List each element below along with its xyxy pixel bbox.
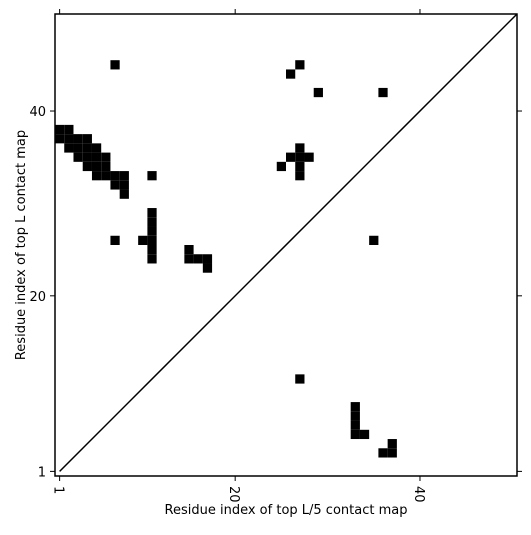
y-tick-label: 40 (29, 105, 46, 120)
contact-cell (73, 134, 83, 144)
contact-cell (138, 235, 148, 245)
x-tick-label: 40 (411, 486, 426, 503)
contact-cell (64, 134, 74, 144)
contact-cell (101, 161, 111, 172)
contact-cell (387, 439, 397, 449)
contact-cell (119, 180, 129, 190)
x-axis-label: Residue index of top L/5 contact map (165, 503, 408, 518)
contact-cell (119, 171, 129, 181)
contact-cell (91, 161, 102, 172)
contact-cell (82, 134, 92, 144)
contact-cell (184, 245, 194, 255)
contact-cell (101, 171, 111, 181)
x-tick-label: 1 (51, 486, 66, 494)
contact-cell (378, 87, 388, 98)
contact-cell (110, 180, 120, 190)
contact-cell (313, 87, 323, 98)
contact-cell (304, 152, 314, 162)
contact-cell (82, 143, 92, 153)
contact-cell (184, 254, 194, 264)
x-tick-label: 20 (226, 486, 241, 503)
contact-cell (147, 217, 157, 227)
contact-cell (73, 152, 83, 162)
contact-cell (295, 161, 305, 172)
contact-cell (55, 124, 65, 135)
contact-cell (295, 152, 305, 162)
diagonal-line (59, 13, 518, 472)
y-tick-label: 20 (29, 290, 46, 305)
contact-cell (64, 143, 74, 153)
contact-cell (91, 171, 102, 181)
contact-cell (295, 171, 305, 181)
contact-cell (147, 235, 157, 245)
contact-cell (147, 254, 157, 264)
contact-cell (73, 143, 83, 153)
contact-cell (350, 429, 360, 440)
contact-cell (350, 402, 360, 412)
y-axis-label: Residue index of top L contact map (14, 130, 29, 360)
contact-cell (110, 171, 120, 181)
contact-cell (147, 226, 157, 236)
contact-cell (147, 245, 157, 255)
contact-cell (193, 254, 203, 264)
contact-cell (295, 143, 305, 153)
contact-cell (64, 124, 74, 135)
contact-cell (147, 171, 157, 181)
contact-cell (387, 448, 397, 458)
contact-cell (276, 161, 286, 172)
contact-cell (359, 429, 370, 440)
contact-cell (55, 134, 65, 144)
contact-cell (350, 411, 360, 421)
contact-cell (286, 69, 296, 79)
contact-cell (286, 152, 296, 162)
plot-frame (54, 13, 518, 477)
contact-cell (82, 152, 92, 162)
contact-cell (110, 60, 120, 70)
contact-cell (91, 143, 102, 153)
contact-cell (82, 161, 92, 172)
contact-cell (378, 448, 388, 458)
contact-cell (295, 60, 305, 70)
contact-cell (101, 152, 111, 162)
contact-cell (369, 235, 379, 245)
contact-cell (119, 189, 129, 199)
contact-cell (350, 420, 360, 430)
contact-cell (202, 254, 213, 264)
contact-cell (147, 208, 157, 218)
contact-cell (110, 235, 120, 245)
contact-cell (202, 263, 213, 273)
contact-cell (295, 374, 305, 384)
contact-cell (91, 152, 102, 162)
y-tick-label: 1 (38, 465, 46, 480)
